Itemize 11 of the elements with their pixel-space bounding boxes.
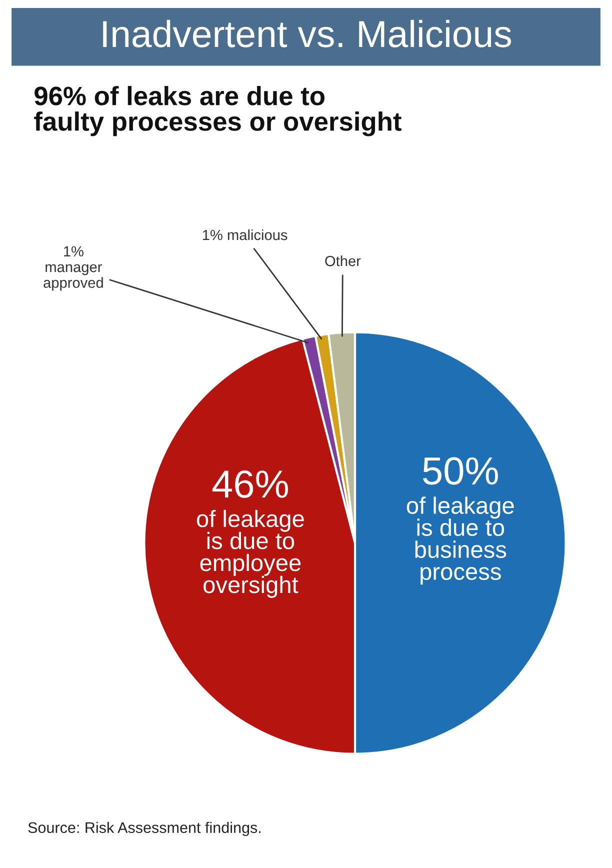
chart-subtitle: 96% of leaks are due to faulty processes or oversight <box>34 86 402 136</box>
data-label: 46% <box>212 470 288 498</box>
slice-label: of leakage is due to business process <box>406 496 514 585</box>
slice-label: manager approved <box>44 264 103 291</box>
data-label: 1% <box>64 246 84 256</box>
data-label: 50% <box>423 457 498 485</box>
source-note: Source: Risk Assessment findings. <box>28 822 261 836</box>
chart-title: Inadvertent vs. Malicious <box>103 20 511 48</box>
slice-label: Other <box>325 255 361 266</box>
slice-label: of leakage is due to employee oversight <box>196 510 304 598</box>
slice-label: 1% malicious <box>202 229 288 240</box>
